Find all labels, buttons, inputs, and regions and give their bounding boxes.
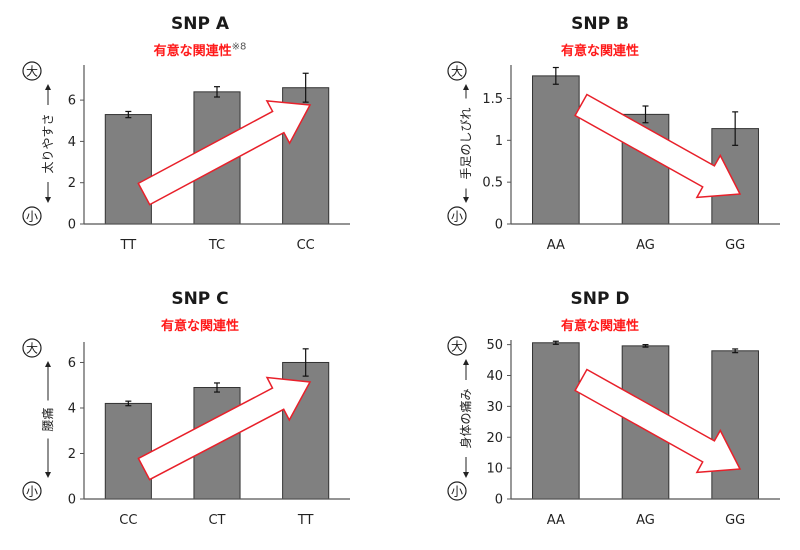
y-tick-label: 1 [495, 134, 503, 149]
bar [711, 350, 759, 500]
chart-title: SNP A [170, 14, 229, 34]
y-axis-label: 太りやすさ [40, 113, 55, 173]
chart-title: SNP C [171, 289, 229, 309]
chart-subtitle: 有意な関連性 [560, 319, 639, 334]
trend-arrow [574, 93, 742, 199]
y-bottom-label: 小 [451, 210, 463, 224]
y-top-label: 大 [26, 342, 38, 356]
chart-group: TT TC CC 0 2 4 6 大小 太りやすさ [22, 61, 350, 253]
y-arrow-up-head [45, 84, 51, 90]
x-tick-label: TC [208, 238, 225, 253]
chart-svg-snp-c: CC CT TT 0 2 4 6 大小 腰痛 [22, 338, 350, 528]
footnote-mark: ※8 [231, 41, 247, 53]
y-tick-label: 0 [495, 218, 503, 233]
y-arrow-down-head [463, 472, 469, 478]
y-tick-label: 30 [486, 400, 503, 415]
x-tick-label: AG [636, 513, 655, 528]
y-tick-label: 2 [68, 176, 76, 191]
y-tick-label: 40 [486, 369, 503, 384]
big-circle-icon [447, 61, 467, 81]
chart-panel-snp-d: AA AG GG 0 10 20 30 40 50 大小 身体の痛み SNP D 有意な関連性 [400, 275, 800, 550]
y-top-label: 大 [451, 340, 463, 354]
chart-group: AA AG GG 0 10 20 30 40 50 大小 身体の痛み [447, 336, 780, 528]
y-tick-label: 6 [68, 356, 76, 371]
y-arrow-down-head [463, 197, 469, 203]
chart-svg-snp-d: AA AG GG 0 10 20 30 40 50 大小 身体の痛み [447, 336, 780, 528]
x-tick-label: AA [547, 513, 565, 528]
x-tick-label: TT [297, 513, 314, 528]
chart-subtitle: 有意な関連性※8 [0, 40, 400, 59]
trend-arrow [137, 376, 312, 481]
y-arrow-up-head [45, 361, 51, 367]
chart-panel-snp-a: TT TC CC 0 2 4 6 大小 太りやすさ SNP A 有意な関連性※8 [0, 0, 400, 275]
chart-subtitle: 有意な関連性 [560, 44, 639, 59]
chart-svg-snp-a: TT TC CC 0 2 4 6 大小 太りやすさ [22, 61, 350, 253]
bar [532, 342, 580, 500]
y-arrow-up-head [463, 84, 469, 90]
x-tick-label: CC [119, 513, 137, 528]
y-tick-label: 0.5 [482, 176, 503, 191]
bar [104, 402, 152, 500]
chart-group: CC CT TT 0 2 4 6 大小 腰痛 [22, 338, 350, 528]
small-circle-icon [22, 481, 42, 501]
chart-title: SNP D [570, 289, 630, 309]
big-circle-icon [22, 338, 42, 358]
chart-group: AA AG GG 0 0.5 1 1.5 大小 手足のしびれ [447, 61, 780, 253]
small-circle-icon [447, 206, 467, 226]
y-bottom-label: 小 [26, 210, 38, 224]
y-bottom-label: 小 [26, 485, 38, 499]
x-tick-label: AG [636, 238, 655, 253]
chart-panel-snp-b: AA AG GG 0 0.5 1 1.5 大小 手足のしびれ SNP B 有意な関連性 [400, 0, 800, 275]
y-arrow-up-head [463, 359, 469, 365]
y-axis-label: 身体の痛み [458, 388, 473, 448]
y-tick-label: 10 [486, 462, 503, 477]
x-tick-label: AA [547, 238, 565, 253]
chart-svg-snp-b: AA AG GG 0 0.5 1 1.5 大小 手足のしびれ [447, 61, 780, 253]
bar [104, 114, 152, 225]
y-arrow-down-head [45, 472, 51, 478]
y-top-label: 大 [451, 65, 463, 79]
trend-arrow [574, 368, 742, 474]
y-tick-label: 6 [68, 94, 76, 109]
y-axis-label: 腰痛 [40, 407, 55, 431]
chart-title: SNP B [571, 14, 629, 34]
trend-arrow [137, 100, 312, 206]
y-tick-label: 2 [68, 447, 76, 462]
x-tick-label: GG [725, 513, 745, 528]
y-tick-label: 0 [68, 493, 76, 508]
y-tick-label: 0 [495, 493, 503, 508]
y-arrow-down-head [45, 197, 51, 203]
y-tick-label: 1.5 [482, 92, 503, 107]
y-axis-label: 手足のしびれ [459, 107, 473, 179]
big-circle-icon [22, 61, 42, 81]
chart-panel-snp-c: CC CT TT 0 2 4 6 大小 腰痛 SNP C 有意な関連性 [0, 275, 400, 550]
x-tick-label: GG [725, 238, 745, 253]
big-circle-icon [447, 336, 467, 356]
x-tick-label: CT [208, 513, 225, 528]
x-tick-label: CC [297, 238, 315, 253]
small-circle-icon [447, 481, 467, 501]
y-tick-label: 4 [68, 401, 76, 416]
subtitle-text: 有意な関連性 [153, 44, 232, 59]
small-circle-icon [22, 206, 42, 226]
y-tick-label: 20 [486, 431, 503, 446]
y-tick-label: 0 [68, 218, 76, 233]
x-tick-label: TT [120, 238, 137, 253]
y-tick-label: 50 [486, 338, 503, 353]
y-tick-label: 4 [68, 135, 76, 150]
y-bottom-label: 小 [451, 485, 463, 499]
chart-subtitle: 有意な関連性 [160, 319, 239, 334]
y-top-label: 大 [26, 65, 38, 79]
bar [532, 75, 580, 225]
